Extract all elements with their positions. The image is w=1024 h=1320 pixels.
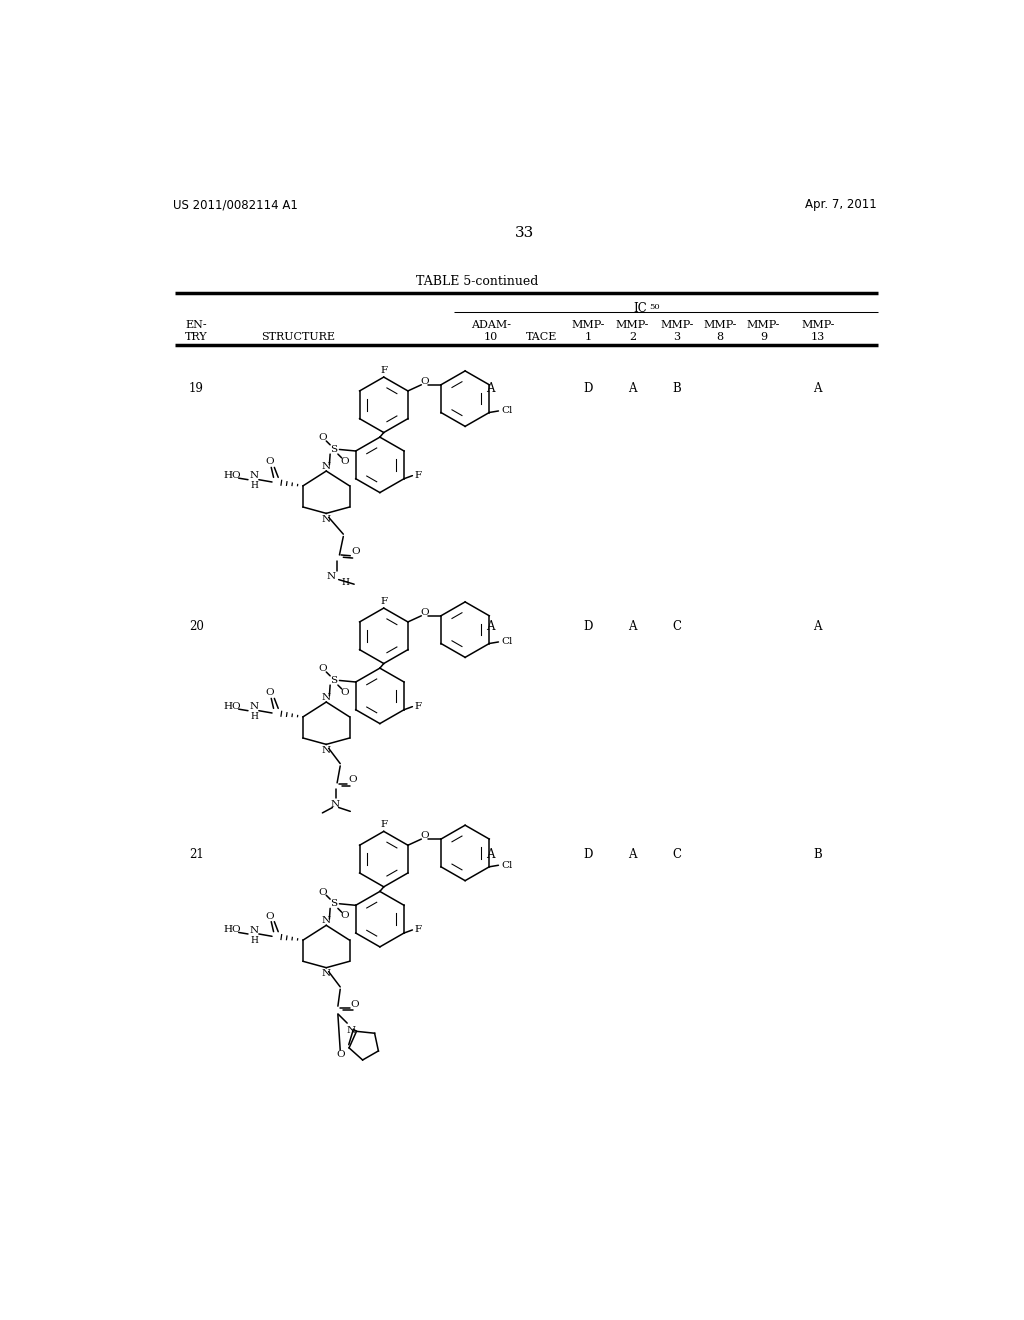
- Text: N: N: [322, 746, 331, 755]
- Text: N: N: [322, 969, 331, 978]
- Text: 9: 9: [760, 331, 767, 342]
- Text: C: C: [672, 847, 681, 861]
- Text: TRY: TRY: [185, 331, 208, 342]
- Text: 2: 2: [629, 331, 636, 342]
- Text: O: O: [265, 689, 274, 697]
- Text: H: H: [250, 482, 258, 490]
- Text: N: N: [346, 1027, 355, 1035]
- Text: O: O: [341, 911, 349, 920]
- Text: N: N: [322, 693, 331, 702]
- Text: O: O: [420, 378, 429, 387]
- Text: HO: HO: [223, 470, 242, 479]
- Text: A: A: [629, 381, 637, 395]
- Text: O: O: [318, 664, 328, 673]
- Text: F: F: [415, 702, 422, 711]
- Text: A: A: [486, 620, 495, 634]
- Text: A: A: [629, 620, 637, 634]
- Text: O: O: [420, 832, 429, 841]
- Text: H: H: [250, 713, 258, 721]
- Text: MMP-: MMP-: [801, 321, 835, 330]
- Text: Cl: Cl: [502, 407, 513, 416]
- Text: O: O: [420, 609, 429, 618]
- Text: US 2011/0082114 A1: US 2011/0082114 A1: [173, 198, 298, 211]
- Text: Cl: Cl: [502, 861, 513, 870]
- Text: HO: HO: [223, 701, 242, 710]
- Text: A: A: [813, 381, 822, 395]
- Text: N: N: [250, 471, 259, 480]
- Text: F: F: [415, 471, 422, 480]
- Text: MMP-: MMP-: [703, 321, 737, 330]
- Text: IC: IC: [634, 302, 647, 314]
- Text: C: C: [672, 620, 681, 634]
- Text: B: B: [673, 381, 681, 395]
- Text: A: A: [486, 381, 495, 395]
- Text: N: N: [327, 572, 336, 581]
- Text: 3: 3: [673, 331, 680, 342]
- Text: 8: 8: [717, 331, 724, 342]
- Text: Apr. 7, 2011: Apr. 7, 2011: [805, 198, 877, 211]
- Text: B: B: [813, 847, 822, 861]
- Text: S: S: [331, 445, 338, 454]
- Text: N: N: [250, 925, 259, 935]
- Text: N: N: [331, 800, 340, 809]
- Text: F: F: [380, 366, 387, 375]
- Text: N: N: [322, 462, 331, 471]
- Text: Cl: Cl: [502, 638, 513, 647]
- Text: H: H: [341, 578, 349, 587]
- Text: O: O: [341, 688, 349, 697]
- Text: 13: 13: [811, 331, 825, 342]
- Text: MMP-: MMP-: [746, 321, 780, 330]
- Text: 10: 10: [483, 331, 498, 342]
- Text: 20: 20: [188, 620, 204, 634]
- Text: O: O: [350, 1001, 359, 1008]
- Text: S: S: [331, 676, 338, 685]
- Text: STRUCTURE: STRUCTURE: [261, 331, 336, 342]
- Text: H: H: [250, 936, 258, 945]
- Text: ADAM-: ADAM-: [471, 321, 511, 330]
- Text: O: O: [341, 457, 349, 466]
- Text: D: D: [584, 381, 593, 395]
- Text: 50: 50: [649, 304, 659, 312]
- Text: O: O: [336, 1051, 344, 1059]
- Text: O: O: [265, 912, 274, 921]
- Text: O: O: [348, 775, 357, 784]
- Text: N: N: [322, 916, 331, 925]
- Text: S: S: [331, 899, 338, 908]
- Text: D: D: [584, 847, 593, 861]
- Text: EN-: EN-: [185, 321, 207, 330]
- Text: HO: HO: [223, 925, 242, 933]
- Text: A: A: [486, 847, 495, 861]
- Text: MMP-: MMP-: [615, 321, 649, 330]
- Text: D: D: [584, 620, 593, 634]
- Text: F: F: [380, 820, 387, 829]
- Text: 33: 33: [515, 226, 535, 240]
- Text: 19: 19: [188, 381, 204, 395]
- Text: O: O: [318, 433, 328, 442]
- Text: N: N: [322, 515, 331, 524]
- Text: N: N: [250, 702, 259, 711]
- Text: O: O: [265, 458, 274, 466]
- Text: 21: 21: [188, 847, 204, 861]
- Text: TABLE 5-continued: TABLE 5-continued: [416, 276, 538, 289]
- Text: F: F: [415, 925, 422, 935]
- Text: MMP-: MMP-: [660, 321, 693, 330]
- Text: 1: 1: [585, 331, 592, 342]
- Text: MMP-: MMP-: [571, 321, 605, 330]
- Text: TACE: TACE: [526, 331, 557, 342]
- Text: A: A: [629, 847, 637, 861]
- Text: O: O: [318, 888, 328, 896]
- Text: O: O: [351, 548, 360, 556]
- Text: F: F: [380, 597, 387, 606]
- Text: A: A: [813, 620, 822, 634]
